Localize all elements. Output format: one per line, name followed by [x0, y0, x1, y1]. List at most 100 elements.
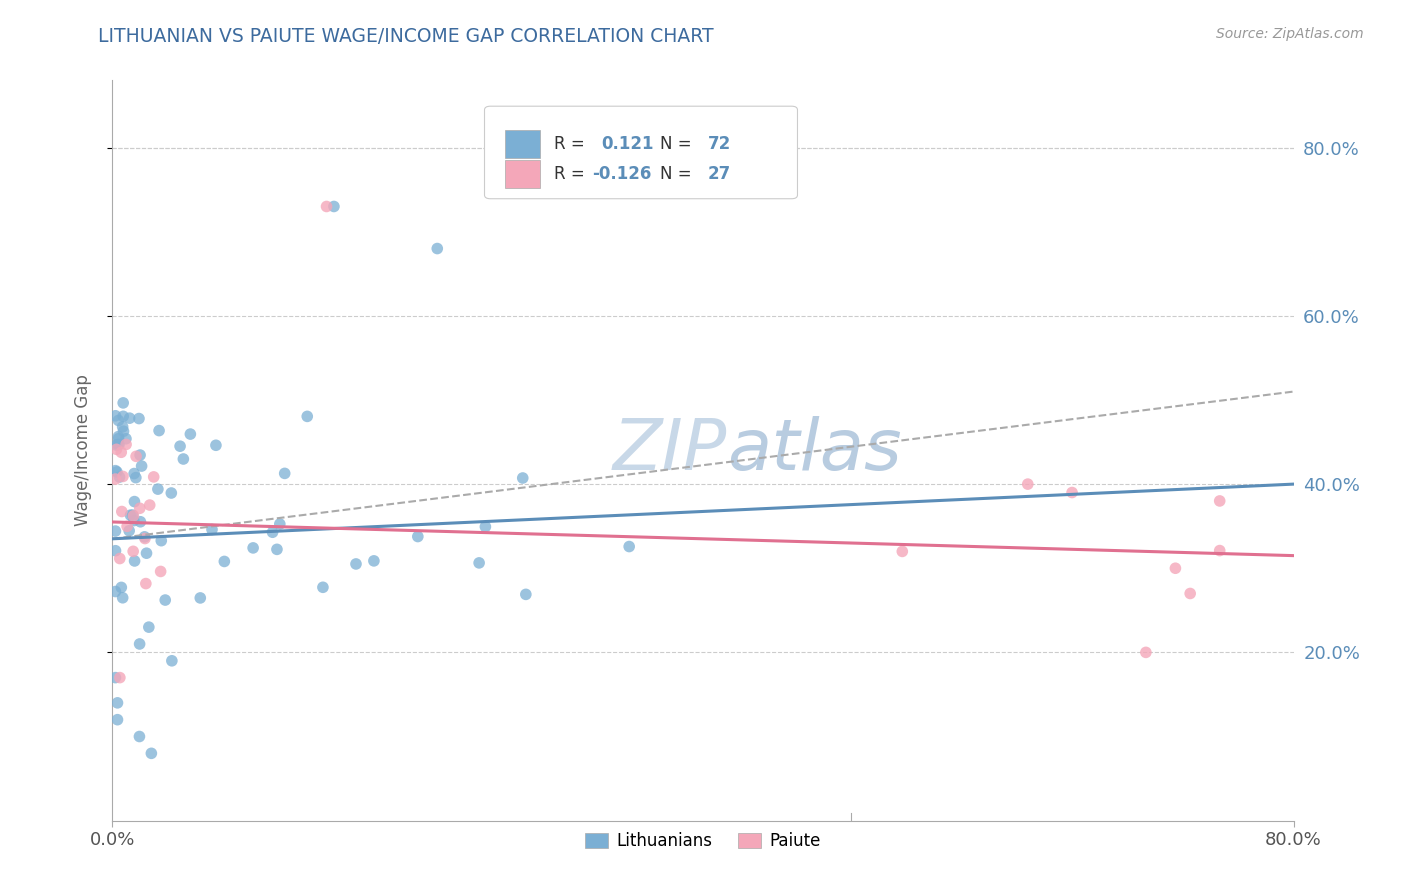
Point — [214, 554, 236, 568]
Point — [891, 544, 914, 558]
Point — [118, 524, 141, 538]
Point — [111, 469, 134, 483]
Point — [110, 581, 132, 595]
Point — [124, 554, 146, 568]
Point — [134, 530, 156, 544]
Point — [129, 448, 152, 462]
Point — [112, 396, 135, 410]
Point — [104, 409, 127, 423]
Point — [150, 533, 173, 548]
Point — [104, 584, 127, 599]
Point — [138, 620, 160, 634]
Point — [128, 637, 150, 651]
Point — [1208, 494, 1232, 508]
Point — [1017, 477, 1039, 491]
Point — [1208, 543, 1232, 558]
Point — [108, 470, 131, 484]
Point — [122, 508, 145, 523]
Point — [115, 432, 138, 446]
Point — [172, 452, 194, 467]
Point — [122, 514, 145, 528]
Point — [146, 482, 169, 496]
Point — [142, 470, 165, 484]
Point — [315, 199, 337, 213]
Point — [134, 532, 156, 546]
Point — [269, 516, 291, 531]
Point — [105, 465, 128, 479]
Point — [406, 529, 429, 543]
Point — [128, 501, 150, 516]
Point — [179, 427, 201, 442]
Point — [468, 556, 491, 570]
Point — [128, 411, 150, 425]
Point — [201, 523, 224, 537]
Text: 72: 72 — [707, 135, 731, 153]
Point — [104, 464, 127, 478]
Point — [107, 429, 129, 443]
Legend: Lithuanians, Paiute: Lithuanians, Paiute — [578, 825, 828, 856]
Point — [125, 470, 148, 484]
Point — [111, 419, 134, 434]
FancyBboxPatch shape — [505, 160, 540, 188]
Point — [107, 696, 129, 710]
Point — [141, 747, 163, 761]
Point — [104, 472, 127, 486]
Point — [135, 546, 157, 560]
Point — [125, 450, 148, 464]
Point — [619, 540, 641, 554]
Point — [344, 557, 367, 571]
Text: LITHUANIAN VS PAIUTE WAGE/INCOME GAP CORRELATION CHART: LITHUANIAN VS PAIUTE WAGE/INCOME GAP COR… — [98, 27, 714, 45]
Point — [131, 458, 153, 473]
Point — [1178, 586, 1201, 600]
Point — [112, 409, 135, 424]
Point — [138, 498, 160, 512]
Point — [262, 525, 284, 540]
Point — [515, 587, 537, 601]
Point — [363, 554, 385, 568]
FancyBboxPatch shape — [505, 130, 540, 158]
Point — [105, 438, 128, 452]
Point — [149, 565, 172, 579]
Point — [122, 544, 145, 558]
Point — [111, 591, 134, 605]
Y-axis label: Wage/Income Gap: Wage/Income Gap — [73, 375, 91, 526]
Point — [128, 730, 150, 744]
Point — [266, 542, 288, 557]
Text: N =: N = — [661, 135, 697, 153]
Point — [120, 508, 142, 523]
Point — [1062, 485, 1084, 500]
Point — [107, 432, 129, 446]
FancyBboxPatch shape — [485, 106, 797, 199]
Point — [122, 467, 145, 481]
Point — [205, 438, 228, 452]
Point — [474, 519, 496, 533]
Point — [108, 437, 131, 451]
Point — [107, 713, 129, 727]
Point — [512, 471, 534, 485]
Point — [148, 424, 170, 438]
Point — [312, 580, 335, 594]
Point — [273, 467, 295, 481]
Text: 0.121: 0.121 — [602, 135, 654, 153]
Point — [111, 504, 134, 518]
Point — [104, 543, 127, 558]
Point — [110, 445, 132, 459]
Point — [160, 654, 183, 668]
Point — [297, 409, 319, 424]
Point — [115, 519, 138, 533]
Point — [112, 424, 135, 438]
Point — [115, 437, 138, 451]
Text: Source: ZipAtlas.com: Source: ZipAtlas.com — [1216, 27, 1364, 41]
Point — [124, 494, 146, 508]
Text: R =: R = — [554, 135, 591, 153]
Text: ZIP: ZIP — [612, 416, 727, 485]
Point — [105, 442, 128, 457]
Point — [118, 411, 141, 425]
Point — [155, 593, 177, 607]
Text: R =: R = — [554, 165, 591, 183]
Text: 27: 27 — [707, 165, 731, 183]
Point — [104, 671, 127, 685]
Point — [188, 591, 211, 605]
Point — [107, 437, 129, 451]
Point — [1135, 645, 1157, 659]
